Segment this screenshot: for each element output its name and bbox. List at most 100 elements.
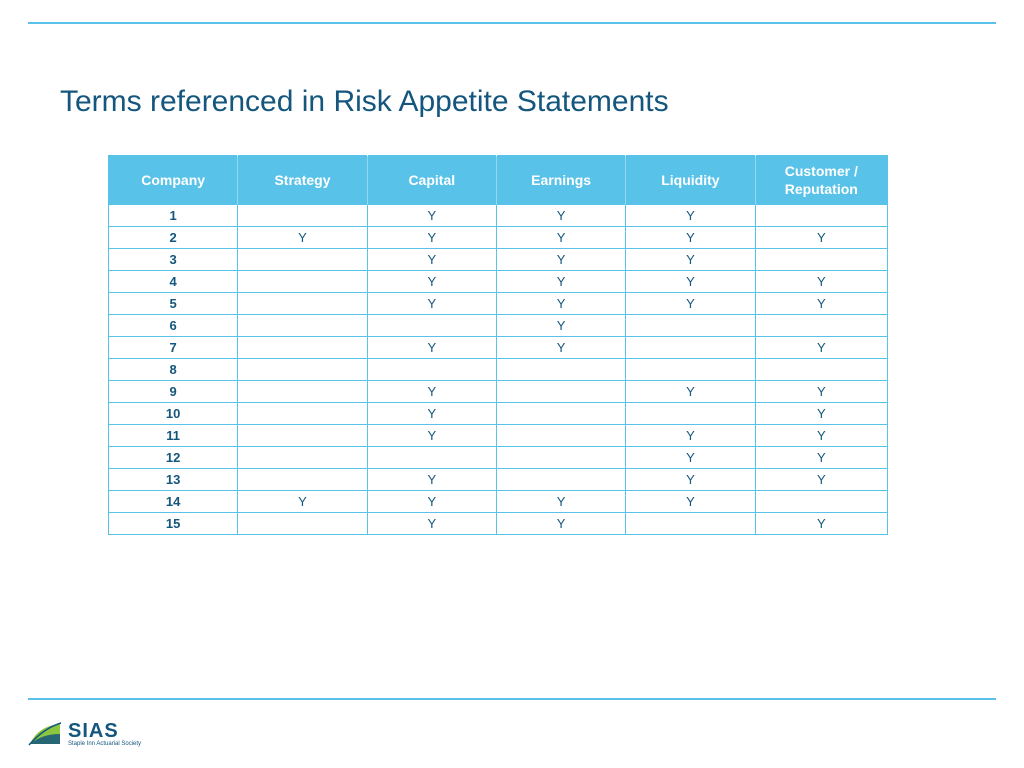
value-cell [238,359,367,381]
value-cell: Y [496,249,625,271]
company-cell: 15 [109,513,238,535]
value-cell [496,381,625,403]
table-row: 11YYY [109,425,888,447]
table-row: 1YYY [109,205,888,227]
value-cell [238,249,367,271]
value-cell [367,447,496,469]
value-cell: Y [367,271,496,293]
value-cell: Y [496,227,625,249]
value-cell [626,315,755,337]
value-cell [238,271,367,293]
company-cell: 2 [109,227,238,249]
company-cell: 13 [109,469,238,491]
value-cell: Y [626,205,755,227]
table-row: 2YYYYY [109,227,888,249]
value-cell: Y [496,491,625,513]
table-row: 5YYYY [109,293,888,315]
company-cell: 10 [109,403,238,425]
value-cell: Y [238,227,367,249]
risk-terms-table: CompanyStrategyCapitalEarningsLiquidityC… [108,155,888,535]
value-cell [238,403,367,425]
company-cell: 9 [109,381,238,403]
value-cell [755,249,887,271]
value-cell: Y [496,293,625,315]
value-cell: Y [626,293,755,315]
value-cell: Y [755,469,887,491]
table-row: 13YYY [109,469,888,491]
value-cell [238,293,367,315]
logo-text-wrap: SIAS Staple Inn Actuarial Society [68,721,141,747]
value-cell [626,359,755,381]
table-row: 10 Y Y [109,403,888,425]
value-cell: Y [367,403,496,425]
value-cell [496,469,625,491]
value-cell [238,381,367,403]
company-cell: 4 [109,271,238,293]
value-cell [238,469,367,491]
company-cell: 11 [109,425,238,447]
table-row: 15YYY [109,513,888,535]
table-header-cell: Company [109,156,238,205]
company-cell: 12 [109,447,238,469]
value-cell [496,425,625,447]
value-cell: Y [755,425,887,447]
table-header-cell: Earnings [496,156,625,205]
company-cell: 3 [109,249,238,271]
value-cell [238,205,367,227]
value-cell: Y [496,271,625,293]
value-cell [367,359,496,381]
company-cell: 8 [109,359,238,381]
page-title: Terms referenced in Risk Appetite Statem… [60,85,669,119]
value-cell: Y [367,337,496,359]
value-cell [626,337,755,359]
value-cell: Y [626,227,755,249]
top-divider [28,22,996,24]
value-cell [755,205,887,227]
table-row: 3YYY [109,249,888,271]
logo-mark-icon [28,720,62,748]
value-cell: Y [755,337,887,359]
company-cell: 5 [109,293,238,315]
value-cell: Y [755,513,887,535]
value-cell: Y [626,469,755,491]
value-cell [755,359,887,381]
value-cell: Y [367,205,496,227]
company-cell: 7 [109,337,238,359]
value-cell: Y [626,271,755,293]
logo-subtitle: Staple Inn Actuarial Society [68,741,141,747]
table-row: 7YYY [109,337,888,359]
table-row: 6Y [109,315,888,337]
value-cell: Y [755,271,887,293]
value-cell: Y [626,425,755,447]
table-header-cell: Capital [367,156,496,205]
value-cell [367,315,496,337]
table-row: 12YY [109,447,888,469]
value-cell: Y [238,491,367,513]
value-cell [496,447,625,469]
value-cell: Y [755,403,887,425]
value-cell: Y [496,513,625,535]
company-cell: 14 [109,491,238,513]
value-cell [238,447,367,469]
bottom-divider [28,698,996,700]
value-cell: Y [755,447,887,469]
table-row: 14YYYY [109,491,888,513]
company-cell: 6 [109,315,238,337]
value-cell: Y [626,249,755,271]
table-header-cell: Liquidity [626,156,755,205]
value-cell: Y [367,469,496,491]
value-cell: Y [496,337,625,359]
value-cell: Y [626,381,755,403]
value-cell: Y [755,381,887,403]
value-cell: Y [367,249,496,271]
table-row: 8 [109,359,888,381]
value-cell: Y [755,293,887,315]
value-cell: Y [367,513,496,535]
value-cell [238,337,367,359]
table-header-row: CompanyStrategyCapitalEarningsLiquidityC… [109,156,888,205]
value-cell: Y [367,293,496,315]
value-cell [496,403,625,425]
table-row: 4YYYY [109,271,888,293]
value-cell [238,513,367,535]
value-cell [238,315,367,337]
